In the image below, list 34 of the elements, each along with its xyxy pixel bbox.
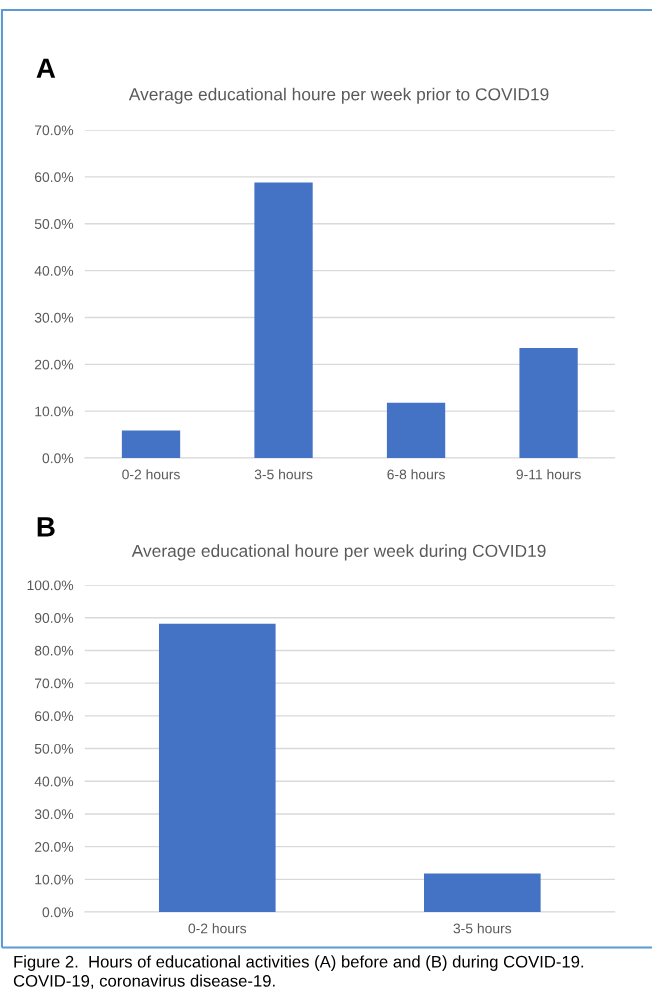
bar [386, 402, 446, 459]
x-tick-label: 6-8 hours [387, 469, 445, 480]
y-tick-label: 40.0% [34, 265, 74, 276]
bar [519, 347, 578, 459]
y-tick-label: 60.0% [34, 711, 74, 722]
caption: Figure 2. Hours of educational activities (A) before and (B) during COVID-19. COVID-19, coronavirus disease-19. [13, 955, 584, 989]
text: A [36, 58, 56, 78]
y-tick-label: 60.0% [34, 172, 74, 183]
y-tick-label: 30.0% [34, 312, 74, 323]
y-tick-label: 0.0% [42, 907, 74, 918]
x-tick-label: 9-11 hours [516, 469, 581, 480]
y-tick-label: 40.0% [34, 776, 74, 787]
x-tick-label: 0-2 hours [188, 923, 247, 934]
text: B [37, 517, 55, 537]
x-tick-label: 3-5 hours [254, 469, 313, 480]
chart-title: Average educational houre per week prior to COVID19 [128, 87, 549, 104]
y-tick-label: 20.0% [34, 841, 74, 852]
x-tick-label: 3-5 hours [453, 923, 512, 934]
x-tick-label: 0-2 hours [122, 469, 180, 480]
y-tick-label: 50.0% [34, 743, 74, 754]
y-tick-label: 90.0% [34, 613, 74, 623]
chart-title: Average educational houre per week during COVID19 [131, 544, 546, 561]
y-tick-label: 50.0% [34, 219, 74, 229]
y-tick-label: 80.0% [34, 645, 74, 656]
y-tick-label: 30.0% [34, 809, 74, 820]
y-tick-label: 10.0% [35, 874, 74, 885]
y-tick-label: 20.0% [34, 359, 74, 370]
y-tick-label: 0.0% [42, 453, 74, 464]
y-tick-label: 10.0% [35, 406, 74, 417]
y-tick-label: 70.0% [34, 125, 74, 136]
bar [121, 430, 181, 459]
y-tick-label: 70.0% [34, 678, 74, 689]
y-tick-label: 100.0% [27, 580, 74, 591]
bar [254, 182, 313, 459]
